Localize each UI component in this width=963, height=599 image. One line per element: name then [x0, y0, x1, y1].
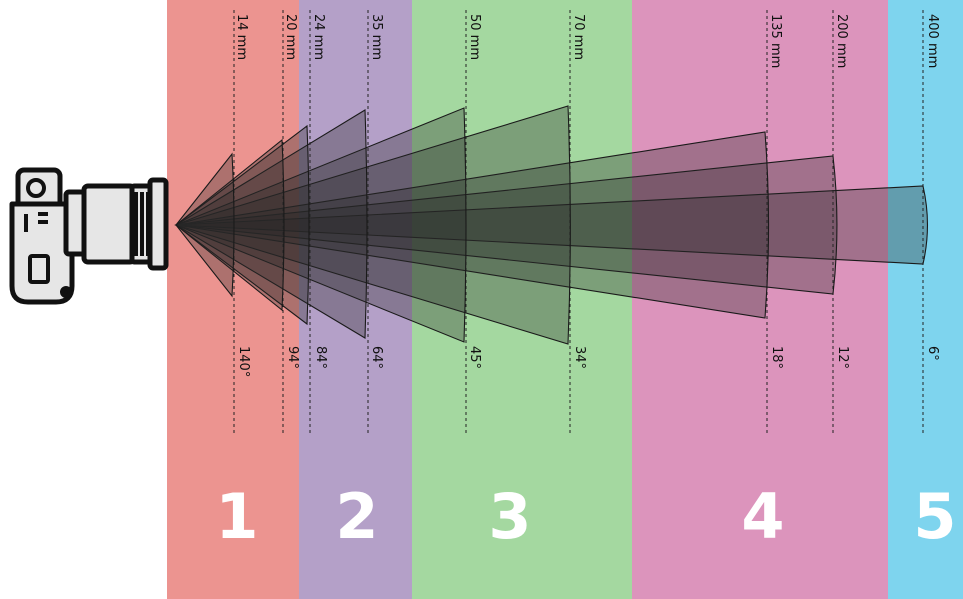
focal-length-label: 200 mm	[834, 14, 849, 68]
focal-length-label: 50 mm	[467, 14, 482, 60]
angle-of-view-label: 45°	[467, 346, 482, 369]
focal-length-label: 400 mm	[925, 14, 940, 68]
angle-of-view-label: 34°	[572, 346, 587, 369]
zone-number-1: 1	[177, 482, 297, 552]
zone-number-4: 4	[703, 482, 823, 552]
angle-of-view-label: 84°	[313, 346, 328, 369]
focal-length-label: 20 mm	[283, 14, 298, 60]
zone-number-5: 5	[875, 482, 963, 552]
focal-length-label: 14 mm	[234, 14, 249, 60]
angle-of-view-label: 12°	[835, 346, 850, 369]
zone-number-3: 3	[450, 482, 570, 552]
zone-number-2: 2	[297, 482, 417, 552]
focal-length-label: 24 mm	[311, 14, 326, 60]
angle-of-view-label: 140°	[236, 346, 251, 377]
angle-of-view-label: 6°	[925, 346, 940, 361]
angle-of-view-label: 94°	[285, 346, 300, 369]
angle-of-view-label: 18°	[769, 346, 784, 369]
focal-length-label: 70 mm	[571, 14, 586, 60]
focal-length-label: 135 mm	[768, 14, 783, 68]
focal-length-label: 35 mm	[369, 14, 384, 60]
angle-of-view-label: 64°	[369, 346, 384, 369]
